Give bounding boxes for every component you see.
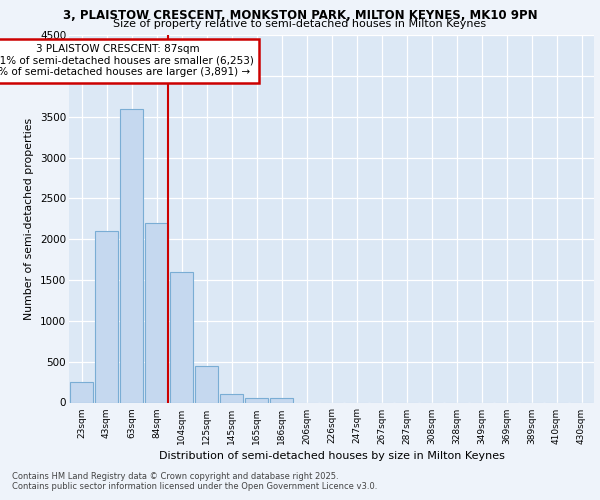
Text: 3 PLAISTOW CRESCENT: 87sqm
← 61% of semi-detached houses are smaller (6,253)
38%: 3 PLAISTOW CRESCENT: 87sqm ← 61% of semi… xyxy=(0,44,254,78)
Bar xyxy=(220,394,243,402)
X-axis label: Distribution of semi-detached houses by size in Milton Keynes: Distribution of semi-detached houses by … xyxy=(158,450,505,460)
Text: Size of property relative to semi-detached houses in Milton Keynes: Size of property relative to semi-detach… xyxy=(113,19,487,29)
Bar xyxy=(245,398,268,402)
Bar xyxy=(270,398,293,402)
Bar xyxy=(70,382,93,402)
Text: 3, PLAISTOW CRESCENT, MONKSTON PARK, MILTON KEYNES, MK10 9PN: 3, PLAISTOW CRESCENT, MONKSTON PARK, MIL… xyxy=(62,9,538,22)
Bar xyxy=(120,108,143,403)
Y-axis label: Number of semi-detached properties: Number of semi-detached properties xyxy=(25,118,34,320)
Bar xyxy=(195,366,218,403)
Bar xyxy=(95,231,118,402)
Text: Contains public sector information licensed under the Open Government Licence v3: Contains public sector information licen… xyxy=(12,482,377,491)
Text: Contains HM Land Registry data © Crown copyright and database right 2025.: Contains HM Land Registry data © Crown c… xyxy=(12,472,338,481)
Bar xyxy=(170,272,193,402)
Bar xyxy=(145,223,168,402)
